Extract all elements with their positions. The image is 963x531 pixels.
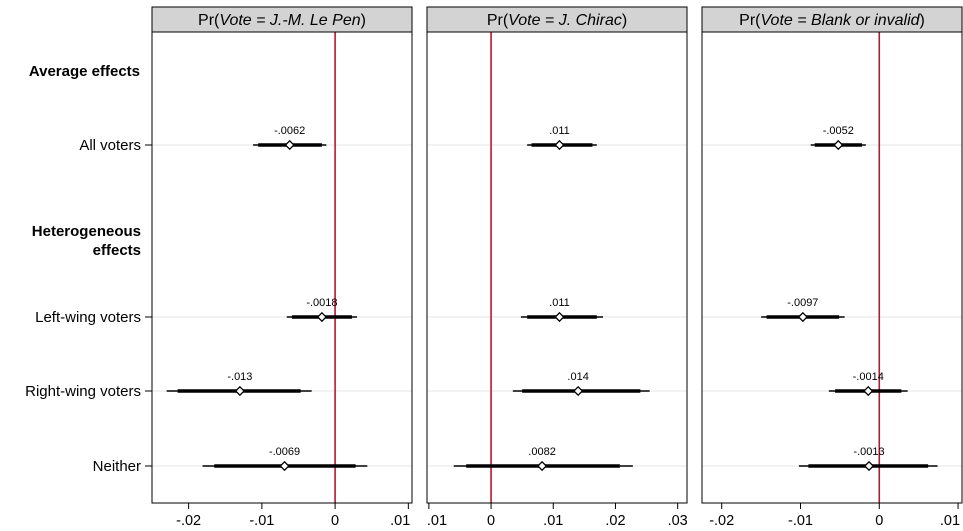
estimate-label: -.0069 <box>269 446 300 458</box>
point-estimate-marker <box>863 460 875 472</box>
estimate-label: .011 <box>549 125 570 137</box>
x-tick-label: .01 <box>543 513 563 529</box>
point-estimate-marker <box>234 385 246 397</box>
panel-title: Pr(Vote = J.-M. Le Pen) <box>198 12 366 29</box>
x-tick-label: .02 <box>605 513 625 529</box>
x-tick-label: 0 <box>875 513 883 529</box>
row-label-neither: Neither <box>93 458 141 475</box>
point-estimate-marker <box>863 385 874 397</box>
estimate-right_wing: .014 <box>512 371 650 397</box>
point-estimate-marker <box>279 460 290 472</box>
panel-2: Pr(Vote = J. Chirac) .011 .011 .014 .0082 .01… <box>426 6 688 529</box>
point-estimate-marker <box>573 385 584 397</box>
estimate-neither: .0082 <box>453 446 633 472</box>
x-tick-label: -.02 <box>176 513 201 529</box>
estimate-right_wing: -.013 <box>166 371 312 397</box>
panel-header <box>702 7 962 32</box>
x-tick-label: 0 <box>487 513 495 529</box>
row-label-left-wing: Left-wing voters <box>35 309 141 326</box>
estimate-label: .0082 <box>528 446 556 458</box>
estimate-label: -.0013 <box>853 446 884 458</box>
point-estimate-marker <box>316 311 328 323</box>
panel-title-suffix: ) <box>920 12 925 29</box>
panel-title-italic: Vote = Blank or invalid <box>760 12 920 29</box>
group-label-heterogeneous-1: Heterogeneous <box>32 223 141 240</box>
point-estimate-marker <box>536 460 548 472</box>
point-estimate-marker <box>554 311 565 323</box>
panel-1: Pr(Vote = J.-M. Le Pen) -.0062 -.0018 -.013… <box>151 6 413 529</box>
point-estimate-marker <box>284 139 295 151</box>
panel-title: Pr(Vote = J. Chirac) <box>487 12 627 29</box>
panel-title: Pr(Vote = Blank or invalid) <box>739 12 925 29</box>
estimate-label: .014 <box>567 371 588 383</box>
x-tick-label: -.01 <box>788 513 813 529</box>
x-tick-label: .01 <box>427 513 447 529</box>
x-tick-label: -.01 <box>249 513 274 529</box>
estimate-label: .011 <box>549 297 570 309</box>
panel-title-prefix: Pr( <box>198 12 220 29</box>
panel-border <box>151 6 413 504</box>
x-tick-label: .01 <box>940 513 960 529</box>
x-tick-label: -.02 <box>709 513 734 529</box>
estimate-label: -.013 <box>227 371 252 383</box>
point-estimate-marker <box>833 139 844 151</box>
estimate-label: -.0018 <box>306 297 337 309</box>
estimate-label: -.0062 <box>274 125 305 137</box>
estimate-neither: -.0069 <box>202 446 368 472</box>
panel-title-prefix: Pr( <box>487 12 509 29</box>
panel-title-prefix: Pr( <box>739 12 761 29</box>
panel-title-suffix: ) <box>622 12 627 29</box>
panel-title-italic: Vote = J. Chirac <box>508 12 622 29</box>
x-tick-label: .01 <box>390 513 410 529</box>
x-tick-label: 0 <box>331 513 339 529</box>
panel-header <box>152 7 412 32</box>
estimate-label: -.0052 <box>823 125 854 137</box>
estimate-right_wing: -.0014 <box>828 371 908 397</box>
row-label-right-wing: Right-wing voters <box>25 383 141 400</box>
panel-border <box>426 6 688 504</box>
estimate-label: -.0097 <box>787 297 818 309</box>
panel-title-italic: Vote = J.-M. Le Pen <box>219 12 360 29</box>
estimate-left_wing: -.0018 <box>286 297 358 323</box>
group-label-heterogeneous-2: effects <box>93 242 141 259</box>
estimate-neither: -.0013 <box>798 446 938 472</box>
row-label-all-voters: All voters <box>79 137 141 154</box>
estimate-label: -.0014 <box>853 371 884 383</box>
point-estimate-marker <box>797 311 808 323</box>
panel-3: Pr(Vote = Blank or invalid) -.0052 -.0097 -… <box>701 6 963 529</box>
group-label-average: Average effects <box>29 63 140 80</box>
panel-title-suffix: ) <box>361 12 366 29</box>
estimate-all_voters: -.0062 <box>253 125 327 151</box>
panel-border <box>701 6 963 504</box>
point-estimate-marker <box>554 139 565 151</box>
estimate-left_wing: .011 <box>520 297 604 323</box>
x-tick-label: .03 <box>668 513 688 529</box>
panel-header <box>427 7 687 32</box>
estimate-all_voters: .011 <box>527 125 597 151</box>
estimate-left_wing: -.0097 <box>761 297 845 323</box>
estimate-all_voters: -.0052 <box>810 125 866 151</box>
